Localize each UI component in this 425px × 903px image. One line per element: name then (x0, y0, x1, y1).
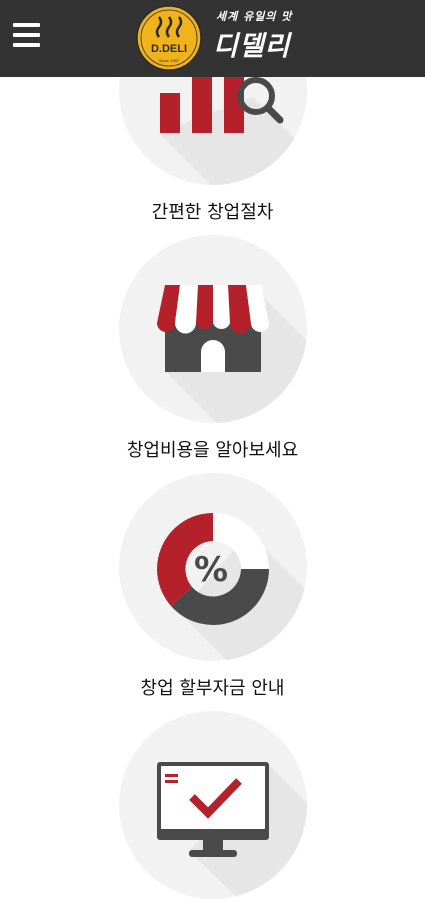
storefront-icon (119, 235, 307, 423)
list-item-label: 창업 할부자금 안내 (140, 678, 285, 699)
brand-name: 디델리 (213, 31, 291, 62)
brand-logo[interactable]: D.DELI Since 1997 (136, 5, 202, 75)
app-header: D.DELI Since 1997 세계 유일의 맛 디델리 (0, 0, 425, 77)
list-item-label: 간편한 창업절차 (151, 202, 274, 223)
svg-text:D.DELI: D.DELI (151, 43, 187, 55)
monitor-checkmark-icon (119, 711, 307, 899)
percent-donut-icon: % (119, 473, 307, 661)
list-item-label: 창업비용을 알아보세요 (126, 440, 299, 461)
svg-text:Since 1997: Since 1997 (159, 58, 180, 63)
brand-tagline: 세계 유일의 맛 (216, 10, 293, 23)
menu-icon[interactable] (13, 23, 40, 47)
svg-text:%: % (194, 550, 228, 590)
